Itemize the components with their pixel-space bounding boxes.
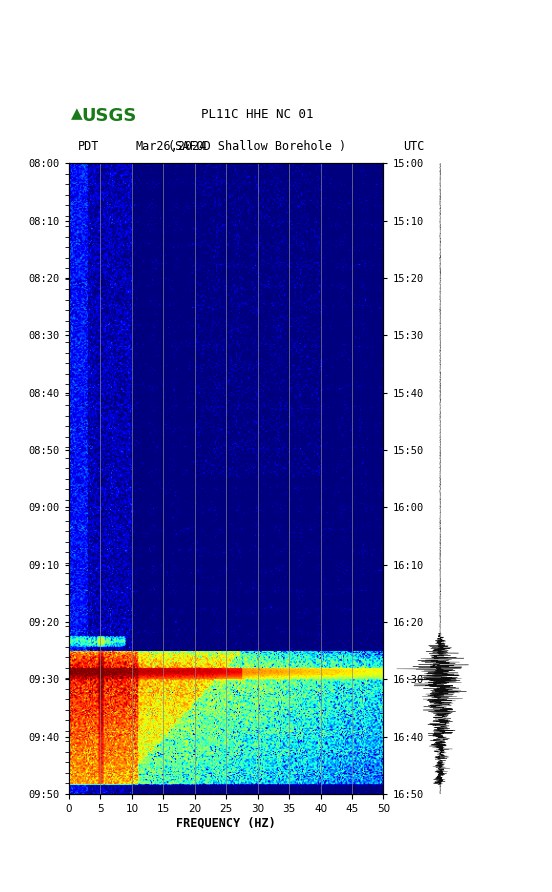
Text: PL11C HHE NC 01: PL11C HHE NC 01 <box>201 108 314 121</box>
Text: PDT: PDT <box>77 140 99 153</box>
Text: USGS: USGS <box>82 107 137 125</box>
Text: UTC: UTC <box>403 140 424 153</box>
Text: ▲: ▲ <box>71 106 83 121</box>
Text: Mar26,2024: Mar26,2024 <box>135 140 206 153</box>
Text: (SAFOD Shallow Borehole ): (SAFOD Shallow Borehole ) <box>168 140 346 153</box>
X-axis label: FREQUENCY (HZ): FREQUENCY (HZ) <box>176 816 276 830</box>
